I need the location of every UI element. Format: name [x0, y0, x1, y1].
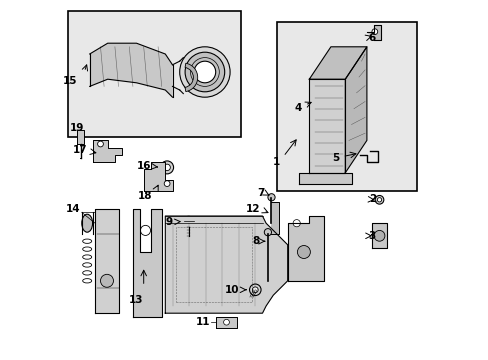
Polygon shape	[93, 140, 122, 162]
Text: 3: 3	[368, 231, 375, 241]
Text: 7: 7	[256, 188, 264, 198]
Text: 6: 6	[368, 33, 375, 43]
Circle shape	[267, 194, 275, 201]
Polygon shape	[133, 209, 162, 317]
Polygon shape	[287, 216, 323, 281]
Polygon shape	[271, 202, 278, 234]
Circle shape	[163, 164, 170, 171]
Circle shape	[374, 195, 383, 204]
FancyBboxPatch shape	[68, 11, 241, 137]
Polygon shape	[309, 47, 366, 79]
Circle shape	[179, 47, 230, 97]
Circle shape	[252, 287, 258, 293]
Polygon shape	[309, 79, 345, 173]
Polygon shape	[165, 216, 287, 313]
Circle shape	[297, 246, 310, 258]
Text: 12: 12	[245, 204, 260, 214]
Circle shape	[377, 198, 381, 202]
Circle shape	[292, 220, 300, 227]
Circle shape	[164, 181, 170, 186]
Text: 2: 2	[368, 194, 375, 204]
Circle shape	[185, 52, 224, 92]
Polygon shape	[95, 209, 118, 313]
Wedge shape	[184, 63, 197, 91]
Circle shape	[249, 284, 261, 296]
Circle shape	[373, 230, 384, 241]
Text: 13: 13	[128, 295, 142, 305]
Text: 14: 14	[66, 204, 81, 214]
Polygon shape	[77, 130, 84, 144]
Text: 19: 19	[70, 123, 84, 133]
Ellipse shape	[81, 214, 92, 232]
Text: 5: 5	[332, 153, 339, 163]
Circle shape	[264, 229, 271, 236]
Text: 8: 8	[252, 236, 259, 246]
Circle shape	[98, 141, 103, 147]
Circle shape	[101, 274, 113, 287]
FancyBboxPatch shape	[276, 22, 416, 191]
Circle shape	[160, 161, 173, 174]
Text: 16: 16	[136, 161, 151, 171]
Text: 11: 11	[195, 317, 210, 327]
Text: 4: 4	[294, 103, 302, 113]
Text: 17: 17	[73, 145, 88, 156]
Circle shape	[194, 61, 215, 83]
Polygon shape	[298, 173, 352, 184]
Text: 10: 10	[224, 285, 239, 295]
Polygon shape	[371, 223, 386, 248]
Circle shape	[223, 319, 229, 325]
Polygon shape	[366, 25, 381, 40]
Polygon shape	[345, 47, 366, 173]
Polygon shape	[89, 43, 172, 97]
Text: 15: 15	[62, 76, 77, 86]
Polygon shape	[215, 317, 237, 328]
Circle shape	[183, 216, 193, 226]
Circle shape	[371, 29, 377, 35]
Text: 18: 18	[138, 191, 152, 201]
Polygon shape	[143, 162, 172, 191]
Text: 9: 9	[165, 217, 172, 228]
Text: 1: 1	[273, 157, 280, 167]
Circle shape	[140, 225, 150, 235]
